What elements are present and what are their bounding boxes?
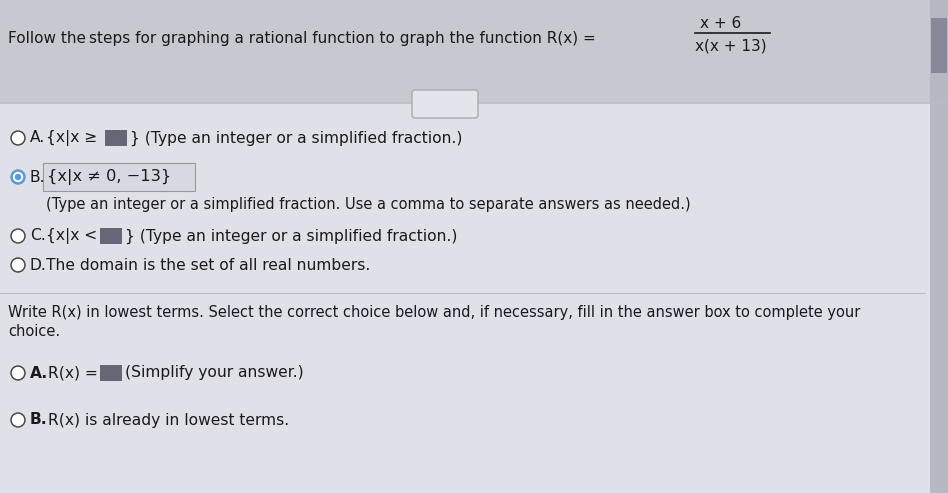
Text: (Type an integer or a simplified fraction. Use a comma to separate answers as ne: (Type an integer or a simplified fractio…	[46, 197, 691, 211]
Text: . . .: . . .	[436, 98, 454, 110]
Circle shape	[11, 131, 25, 145]
Text: The domain is the set of all real numbers.: The domain is the set of all real number…	[46, 257, 371, 273]
Circle shape	[11, 413, 25, 427]
Text: B.: B.	[30, 170, 46, 184]
Text: x + 6: x + 6	[700, 15, 741, 31]
Circle shape	[15, 175, 21, 179]
Text: R(x) is already in lowest terms.: R(x) is already in lowest terms.	[48, 413, 289, 427]
Text: Write R(x) in lowest terms. Select the correct choice below and, if necessary, f: Write R(x) in lowest terms. Select the c…	[8, 305, 861, 319]
Text: ▲: ▲	[936, 8, 942, 18]
Text: x(x + 13): x(x + 13)	[695, 38, 767, 54]
Circle shape	[12, 259, 24, 271]
FancyBboxPatch shape	[43, 163, 195, 191]
FancyBboxPatch shape	[931, 18, 947, 73]
Circle shape	[11, 366, 25, 380]
FancyBboxPatch shape	[100, 365, 122, 381]
Text: Follow the steps for graphing a rational function to graph the function R(x) =: Follow the steps for graphing a rational…	[8, 31, 595, 45]
Circle shape	[11, 229, 25, 243]
FancyBboxPatch shape	[0, 0, 948, 103]
FancyBboxPatch shape	[105, 130, 127, 146]
Circle shape	[13, 173, 23, 181]
Text: {x|x <: {x|x <	[46, 228, 102, 244]
Text: } (Type an integer or a simplified fraction.): } (Type an integer or a simplified fract…	[130, 130, 463, 145]
Circle shape	[12, 415, 24, 425]
Text: R(x) =: R(x) =	[48, 365, 102, 381]
Text: D.: D.	[30, 257, 46, 273]
Circle shape	[11, 258, 25, 272]
Text: A.: A.	[30, 131, 46, 145]
Text: B.: B.	[30, 413, 47, 427]
FancyBboxPatch shape	[930, 0, 948, 493]
Circle shape	[12, 231, 24, 242]
Text: choice.: choice.	[8, 323, 60, 339]
Text: A.: A.	[30, 365, 48, 381]
Text: {x|x ≠ 0, −13}: {x|x ≠ 0, −13}	[47, 169, 172, 185]
FancyBboxPatch shape	[412, 90, 478, 118]
Text: ▼: ▼	[936, 480, 942, 490]
Text: {x|x ≥: {x|x ≥	[46, 130, 102, 146]
Text: (Simplify your answer.): (Simplify your answer.)	[125, 365, 303, 381]
Text: C.: C.	[30, 228, 46, 244]
Circle shape	[12, 133, 24, 143]
FancyBboxPatch shape	[100, 228, 122, 244]
Circle shape	[12, 367, 24, 379]
Text: } (Type an integer or a simplified fraction.): } (Type an integer or a simplified fract…	[125, 228, 457, 244]
Circle shape	[11, 170, 25, 184]
